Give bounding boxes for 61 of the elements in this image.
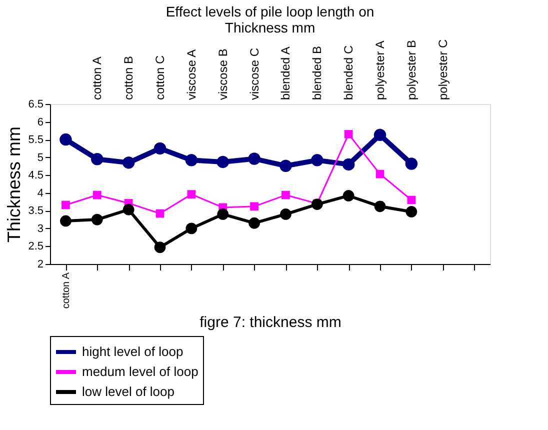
point (154, 242, 166, 253)
text: cotton C (153, 54, 167, 100)
y-tick-label: 6 (37, 116, 44, 128)
point (92, 190, 102, 200)
y-tick-label: 5 (37, 152, 44, 164)
legend-label: medum level of loop (82, 364, 198, 379)
point (374, 200, 386, 212)
point (406, 206, 418, 218)
x-axis-title: figre 7: thickness mm (200, 314, 342, 332)
point (248, 152, 260, 165)
text: cotton A (90, 56, 104, 100)
point (407, 196, 416, 204)
point (122, 204, 134, 216)
point (91, 153, 104, 166)
y-tick-label: 3 (37, 222, 44, 235)
point (342, 190, 354, 202)
point (248, 217, 260, 229)
y-tick-label: 2 (37, 258, 44, 270)
point (282, 190, 290, 200)
text: viscose C (247, 48, 262, 100)
point (344, 130, 353, 138)
text: viscose A (184, 49, 198, 100)
point (405, 158, 418, 170)
legend-label: hight level of loop (82, 344, 184, 359)
text: viscose B (216, 48, 230, 100)
text: polyester B (404, 40, 418, 100)
point (280, 208, 292, 220)
point (311, 154, 324, 166)
point (122, 156, 135, 169)
y-tick-label: 4 (37, 187, 44, 200)
y-tick-label: 4.5 (28, 170, 44, 182)
point (62, 200, 70, 210)
text: blended B (310, 46, 324, 100)
y-axis-title: Thickness mm (4, 126, 24, 243)
point (216, 156, 229, 168)
point (186, 222, 198, 234)
text: Effect levels of pile loop length on (166, 3, 374, 20)
point (342, 158, 355, 171)
point (187, 190, 196, 198)
point (60, 133, 72, 146)
point (280, 160, 292, 172)
y-tick-label: 3.5 (28, 205, 44, 218)
point (60, 215, 72, 227)
text: polyester A (373, 40, 387, 100)
y-tick-label: 6.5 (28, 98, 44, 110)
point (91, 214, 103, 226)
point (156, 209, 164, 218)
point (154, 142, 166, 155)
text: cotton B (122, 56, 136, 100)
point (376, 170, 384, 178)
point (185, 154, 198, 166)
point (374, 128, 386, 142)
text: blended A (278, 46, 293, 100)
point (250, 202, 258, 211)
point (217, 208, 229, 220)
text: blended C (342, 44, 356, 100)
text: Thickness mm (224, 19, 316, 36)
y-tick-label: 5.5 (28, 134, 44, 146)
y-tick-label: 2.5 (28, 240, 44, 253)
text: polyester C (436, 38, 450, 100)
legend-label: low level of loop (82, 384, 174, 399)
